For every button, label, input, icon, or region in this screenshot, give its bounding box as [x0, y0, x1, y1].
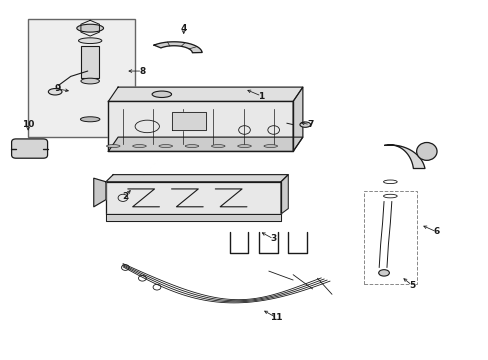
Text: 9: 9	[54, 84, 61, 93]
FancyBboxPatch shape	[12, 139, 47, 158]
Polygon shape	[94, 178, 106, 207]
Text: 4: 4	[180, 24, 186, 33]
Polygon shape	[292, 87, 302, 152]
Ellipse shape	[132, 145, 146, 148]
Ellipse shape	[264, 145, 277, 148]
Ellipse shape	[152, 91, 171, 98]
Polygon shape	[108, 137, 302, 152]
Polygon shape	[171, 112, 205, 130]
Text: 8: 8	[139, 67, 145, 76]
Ellipse shape	[159, 145, 172, 148]
Polygon shape	[384, 145, 424, 168]
Ellipse shape	[106, 145, 120, 148]
Text: 11: 11	[269, 313, 282, 322]
Text: 7: 7	[306, 120, 313, 129]
Text: 6: 6	[432, 227, 439, 236]
Bar	[28, 19, 135, 137]
Polygon shape	[106, 182, 281, 214]
Ellipse shape	[77, 24, 103, 32]
Bar	[81, 46, 99, 78]
Polygon shape	[108, 87, 302, 102]
Polygon shape	[154, 42, 202, 53]
Bar	[363, 191, 416, 284]
Ellipse shape	[81, 117, 100, 122]
Ellipse shape	[81, 78, 99, 84]
Text: 3: 3	[270, 234, 276, 243]
Ellipse shape	[211, 145, 224, 148]
Polygon shape	[106, 214, 281, 221]
Polygon shape	[106, 175, 287, 182]
Ellipse shape	[378, 270, 388, 276]
Text: 2: 2	[122, 192, 128, 201]
Polygon shape	[281, 175, 287, 214]
Text: 5: 5	[408, 281, 414, 290]
Ellipse shape	[416, 143, 436, 160]
Polygon shape	[108, 102, 292, 152]
Text: 10: 10	[22, 120, 34, 129]
Ellipse shape	[299, 122, 310, 127]
Ellipse shape	[185, 145, 199, 148]
Ellipse shape	[237, 145, 251, 148]
Ellipse shape	[48, 89, 62, 95]
Text: 1: 1	[258, 91, 264, 100]
Ellipse shape	[79, 38, 102, 44]
